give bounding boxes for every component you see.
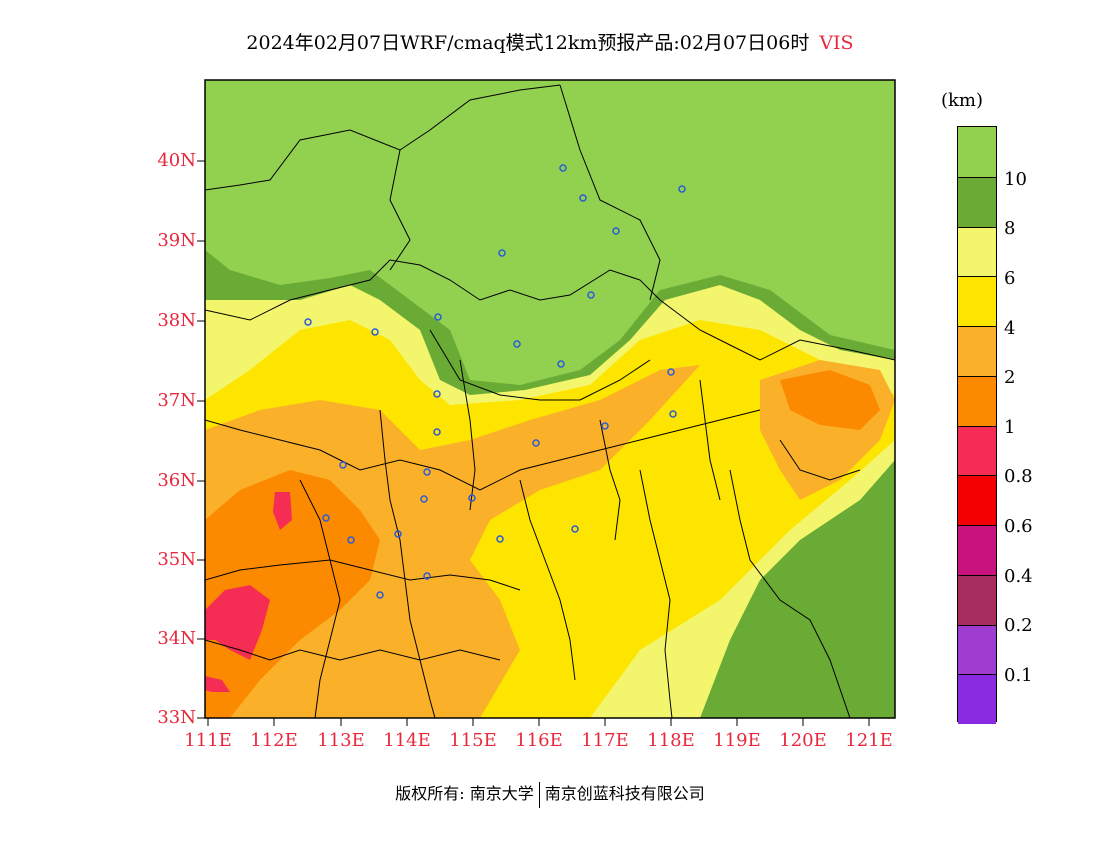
lon-label: 115E	[449, 730, 497, 751]
map-title: 2024年02月07日WRF/cmaq模式12km预报产品:02月07日06时 V…	[0, 28, 1100, 55]
city-marker	[601, 422, 609, 430]
colorbar-segment	[958, 226, 996, 277]
lon-label: 121E	[845, 730, 893, 751]
colorbar-label: 0.1	[1004, 665, 1033, 686]
lat-label: 36N	[157, 470, 196, 491]
colorbar-label: 2	[1004, 367, 1016, 388]
city-marker	[423, 468, 431, 476]
city-marker	[678, 185, 686, 193]
city-marker	[423, 572, 431, 580]
colorbar-segment	[958, 176, 996, 227]
city-marker	[304, 318, 312, 326]
vis-zone-0.8km-north	[273, 492, 292, 530]
colorbar-label: 0.2	[1004, 615, 1033, 636]
city-marker	[371, 328, 379, 336]
vis-zone-0.8km-south	[205, 676, 230, 692]
lat-label: 34N	[157, 628, 196, 649]
city-marker	[559, 164, 567, 172]
colorbar-segment	[958, 375, 996, 426]
lon-label: 113E	[317, 730, 365, 751]
vis-zone-0.8km	[205, 585, 270, 660]
city-marker	[420, 495, 428, 503]
colorbar	[957, 126, 997, 724]
colorbar-label: 8	[1004, 218, 1016, 239]
lon-label: 120E	[779, 730, 827, 751]
copyright-right: 南京创蓝科技有限公司	[544, 784, 705, 803]
lon-label: 116E	[515, 730, 563, 751]
colorbar-label: 0.6	[1004, 516, 1033, 537]
colorbar-segment	[958, 624, 996, 675]
colorbar-label: 10	[1004, 169, 1027, 190]
footer-separator	[538, 781, 540, 808]
city-marker	[496, 535, 504, 543]
city-marker	[557, 360, 565, 368]
colorbar-unit: (km)	[941, 90, 984, 111]
colorbar-label: 1	[1004, 417, 1016, 438]
city-marker	[612, 227, 620, 235]
lat-label: 39N	[157, 230, 196, 251]
lat-ticks	[197, 160, 205, 719]
colorbar-segment	[958, 425, 996, 476]
colorbar-label: 4	[1004, 318, 1016, 339]
city-marker	[322, 514, 330, 522]
copyright-left: 版权所有: 南京大学	[395, 784, 534, 803]
colorbar-label: 0.8	[1004, 466, 1033, 487]
lat-label: 40N	[157, 150, 196, 171]
city-marker	[571, 525, 579, 533]
city-marker	[587, 291, 595, 299]
city-marker	[433, 428, 441, 436]
province-boundaries	[205, 84, 895, 718]
title-text: 2024年02月07日WRF/cmaq模式12km预报产品:02月07日06时	[246, 32, 810, 54]
lon-label: 112E	[250, 730, 298, 751]
colorbar-segment	[958, 276, 996, 326]
variable-name: VIS	[819, 32, 854, 54]
vis-zone-1km-east	[780, 370, 880, 430]
lat-label: 37N	[157, 390, 196, 411]
colorbar-label: 0.4	[1004, 566, 1033, 587]
city-marker	[433, 390, 441, 398]
lon-label: 114E	[383, 730, 431, 751]
colorbar-segment	[958, 525, 996, 575]
city-marker	[376, 591, 384, 599]
lon-ticks	[207, 718, 870, 726]
colorbar-segment	[958, 475, 996, 525]
city-marker	[667, 368, 675, 376]
colorbar-segment	[958, 574, 996, 625]
city-marker	[434, 313, 442, 321]
city-marker	[513, 340, 521, 348]
lon-label: 117E	[581, 730, 629, 751]
visibility-field	[205, 80, 895, 718]
city-markers	[304, 164, 686, 599]
copyright-footer: 版权所有: 南京大学 南京创蓝科技有限公司	[0, 780, 1100, 808]
city-marker	[468, 494, 476, 502]
city-marker	[532, 439, 540, 447]
lon-label: 111E	[184, 730, 232, 751]
city-marker	[347, 536, 355, 544]
city-marker	[579, 194, 587, 202]
lat-label: 33N	[157, 707, 196, 728]
colorbar-segment	[958, 326, 996, 376]
city-marker	[339, 461, 347, 469]
map-border	[204, 79, 896, 719]
city-marker	[669, 410, 677, 418]
city-marker	[498, 249, 506, 257]
lon-label: 118E	[647, 730, 695, 751]
lat-label: 35N	[157, 549, 196, 570]
colorbar-label: 6	[1004, 268, 1016, 289]
vis-zone-2km	[205, 365, 700, 718]
colorbar-segment	[958, 127, 996, 177]
city-marker	[394, 530, 402, 538]
lon-label: 119E	[713, 730, 761, 751]
lat-label: 38N	[157, 310, 196, 331]
colorbar-segment	[958, 674, 996, 724]
